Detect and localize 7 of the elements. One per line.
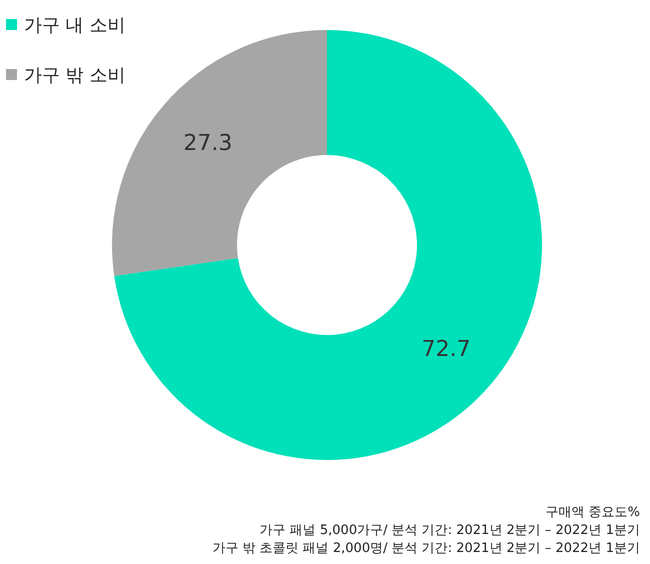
text: 구매액 중요도% <box>546 505 640 520</box>
legend-label: 가구 내 소비 <box>24 15 126 36</box>
legend-label: 가구 밖 소비 <box>24 65 126 86</box>
text: 가구 밖 초콜릿 패널 2,000명/ 분석 기간: 2021년 2분기 – 2022년 1분기 <box>212 541 640 556</box>
data-label: 72.7 <box>422 337 471 362</box>
data-label: 27.3 <box>183 130 232 156</box>
text: 가구 패널 5,000가구/ 분석 기간: 2021년 2분기 – 2022년 1분기 <box>260 523 640 538</box>
